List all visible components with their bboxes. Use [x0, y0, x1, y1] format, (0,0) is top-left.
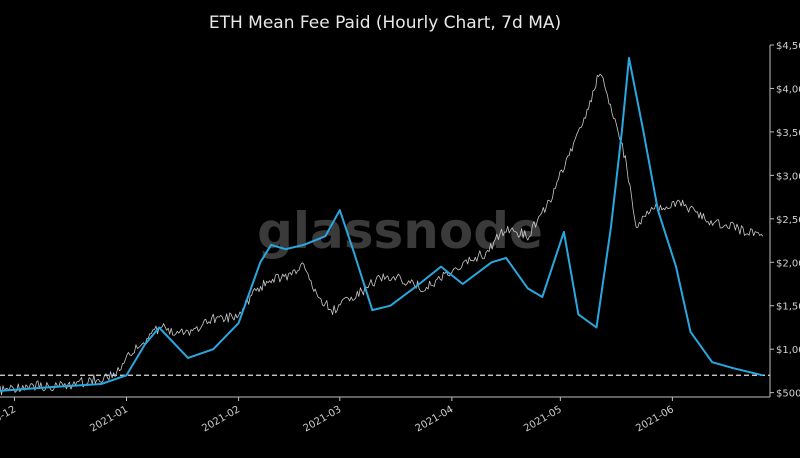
series-layer — [0, 57, 764, 396]
watermark: glassnode — [257, 202, 543, 260]
axes — [0, 45, 771, 398]
y-tick-label: $3,500 — [776, 128, 800, 139]
x-tick-label: 2021-01 — [88, 404, 130, 434]
series-line-grey — [0, 73, 764, 396]
y-tick-label: $1,000 — [776, 345, 800, 356]
y-tick-label: $4,000 — [776, 84, 800, 95]
y-tick-label: $500 — [776, 389, 800, 400]
x-tick-label: 2021-06 — [634, 404, 676, 434]
x-tick-label: 2021-05 — [522, 404, 564, 434]
y-tick-label: $2,000 — [776, 258, 800, 269]
x-tick-label: 2021-02 — [200, 404, 242, 434]
series-line-blue — [0, 57, 764, 392]
chart-title: ETH Mean Fee Paid (Hourly Chart, 7d MA) — [208, 13, 562, 33]
y-tick-label: $4,500 — [776, 41, 800, 52]
y-tick-label: $1,500 — [776, 302, 800, 313]
x-tick-label: 2021-03 — [302, 404, 344, 434]
y-tick-label: $2,500 — [776, 215, 800, 226]
x-tick-label: 2020-12 — [0, 404, 18, 434]
y-tick-label: $3,000 — [776, 171, 800, 182]
x-tick-label: 2021-04 — [414, 404, 456, 434]
